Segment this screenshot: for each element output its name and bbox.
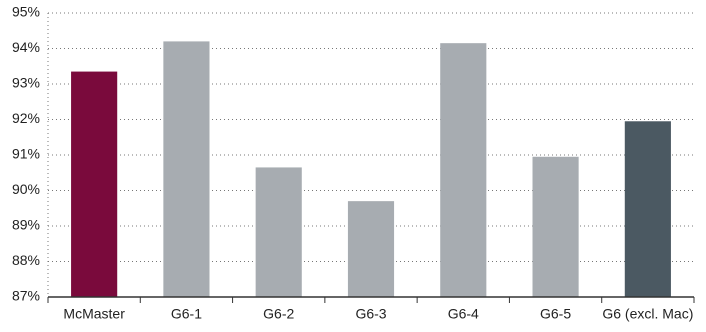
y-tick-label: 89% (12, 217, 40, 233)
y-tick-label: 92% (12, 110, 40, 126)
x-tick-label: McMaster (63, 306, 125, 322)
y-tick-label: 90% (12, 181, 40, 197)
x-tick-label: G6-1 (171, 306, 202, 322)
bar (255, 167, 302, 297)
bar (347, 201, 395, 297)
bar (71, 71, 118, 297)
y-tick-label: 91% (12, 146, 40, 162)
x-tick-label: G6-2 (263, 306, 294, 322)
x-tick-label: G6-5 (540, 306, 571, 322)
y-tick-label: 95% (12, 4, 40, 20)
y-tick-label: 88% (12, 252, 40, 268)
x-tick-label: G6-4 (448, 306, 479, 322)
x-tick-label: G6-3 (355, 306, 386, 322)
y-tick-label: 87% (12, 288, 40, 304)
bar (624, 121, 671, 298)
y-tick-label: 93% (12, 75, 40, 91)
y-tick-label: 94% (12, 39, 40, 55)
bar (532, 156, 579, 297)
bar (163, 41, 210, 298)
x-tick-label: G6 (excl. Mac) (602, 306, 693, 322)
bar (440, 43, 487, 297)
